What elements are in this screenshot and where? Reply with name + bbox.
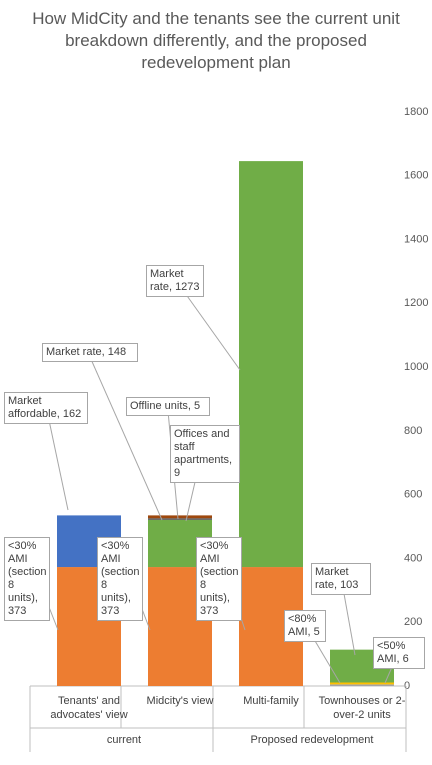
y-tick-label: 1000 [404,361,428,373]
y-tick-label: 600 [404,489,422,501]
chart-title: How MidCity and the tenants see the curr… [32,9,400,72]
y-tick-label: 1800 [404,106,428,118]
bar-segment [330,682,394,685]
group-label: current [106,734,142,746]
data-label: Market rate, 1273 [146,265,204,297]
x-tick-label: Tenants' and advocates' view [50,695,128,721]
data-label: <80% AMI, 5 [284,610,326,642]
data-label: Offline units, 5 [126,397,210,416]
y-tick-label: 1200 [404,297,428,309]
bar-segment [330,684,394,686]
y-tick-label: 1400 [404,233,428,245]
bar-segment [148,515,212,519]
x-tick-label: Midcity's view [146,695,214,707]
data-label: <30% AMI (section 8 units), 373 [196,537,242,621]
y-tick-label: 0 [404,680,410,692]
data-label: Market rate, 148 [42,343,138,362]
y-tick-label: 400 [404,552,422,564]
data-label: Offices and staff apartments, 9 [170,425,240,483]
y-tick-label: 1600 [404,170,428,182]
data-label: <50% AMI, 6 [373,637,425,669]
data-label: Market affordable, 162 [4,392,88,424]
data-label: <30% AMI (section 8 units), 373 [4,537,50,621]
bar-segment [239,161,303,568]
data-label: Market rate, 103 [311,563,371,595]
callout-leader [89,356,163,521]
y-tick-label: 800 [404,425,422,437]
data-label: <30% AMI (section 8 units), 373 [97,537,143,621]
y-tick-label: 200 [404,616,422,628]
x-tick-label: Multi-family [243,695,299,707]
bar-segment [148,518,212,520]
group-label: Proposed redevelopment [250,734,374,746]
x-tick-label: Townhouses or 2-over-2 units [318,695,406,721]
